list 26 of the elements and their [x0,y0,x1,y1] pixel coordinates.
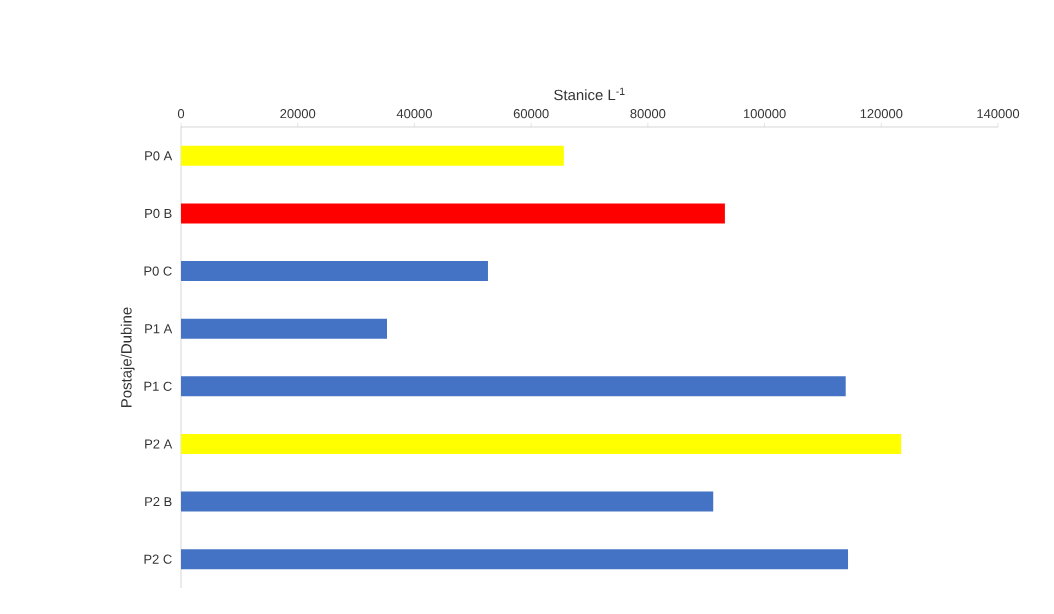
y-tick-label: P0 A [145,151,173,161]
x-tick-label: 40000 [396,109,432,119]
bar [181,145,564,166]
y-tick-label: P1 C [144,381,172,391]
x-tick-label: 60000 [513,109,549,119]
bar [181,549,849,570]
bar [181,376,846,397]
y-tick-label: P0 B [145,208,172,219]
y-tick-label: P0 C [144,266,172,276]
x-tick-label: 20000 [280,109,316,119]
y-tick-label: P1 A [145,324,173,334]
x-tick-label: 120000 [860,109,903,119]
bar [181,491,714,512]
x-tick-label: 0 [177,109,185,119]
bar [181,433,902,454]
y-axis-title: Postaje/Dubine [120,307,135,407]
y-tick-label: P2 B [145,497,172,507]
bar [181,203,725,224]
x-tick-label: 100000 [743,109,786,119]
bar [181,261,488,282]
x-tick-label: 140000 [977,109,1020,119]
y-tick-label: P2 C [144,554,172,564]
x-tick-label: 80000 [630,109,666,119]
bar [181,318,388,339]
y-tick-label: P2 A [145,439,173,449]
x-axis-title: Stanice L$^{-1}$ [554,87,625,101]
